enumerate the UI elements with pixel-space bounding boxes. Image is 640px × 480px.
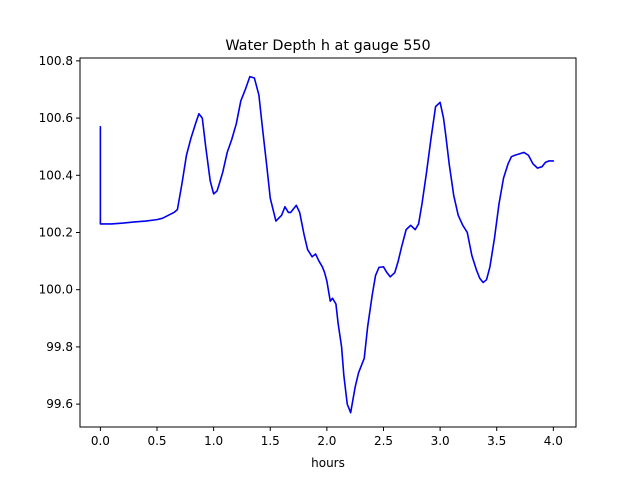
chart-title: Water Depth h at gauge 550 (225, 38, 430, 54)
y-tick-label: 100.4 (39, 168, 73, 182)
plot-data-layer (99, 75, 555, 414)
x-tick-label: 2.0 (317, 434, 336, 448)
x-axis-ticks: 0.0 0.5 1.0 1.5 2.0 2.5 3.0 3.5 4.0 (91, 427, 563, 448)
y-tick-label: 100.0 (39, 283, 73, 297)
x-axis-label: hours (311, 456, 345, 470)
y-tick-label: 99.8 (46, 340, 73, 354)
series-line-water-depth (99, 75, 555, 414)
x-tick-label: 0.5 (147, 434, 166, 448)
plot-area-frame (79, 57, 577, 428)
y-tick-label: 100.2 (39, 225, 73, 239)
x-tick-label: 0.0 (91, 434, 110, 448)
x-tick-label: 3.0 (431, 434, 450, 448)
x-tick-label: 3.5 (487, 434, 506, 448)
x-tick-label: 1.5 (261, 434, 280, 448)
y-tick-label: 99.6 (46, 397, 73, 411)
x-tick-label: 4.0 (544, 434, 563, 448)
x-tick-label: 2.5 (374, 434, 393, 448)
y-tick-label: 100.6 (39, 111, 73, 125)
y-axis-ticks: 99.6 99.8 100.0 100.2 100.4 100.6 100.8 (39, 54, 80, 411)
y-tick-label: 100.8 (39, 54, 73, 68)
x-tick-label: 1.0 (204, 434, 223, 448)
